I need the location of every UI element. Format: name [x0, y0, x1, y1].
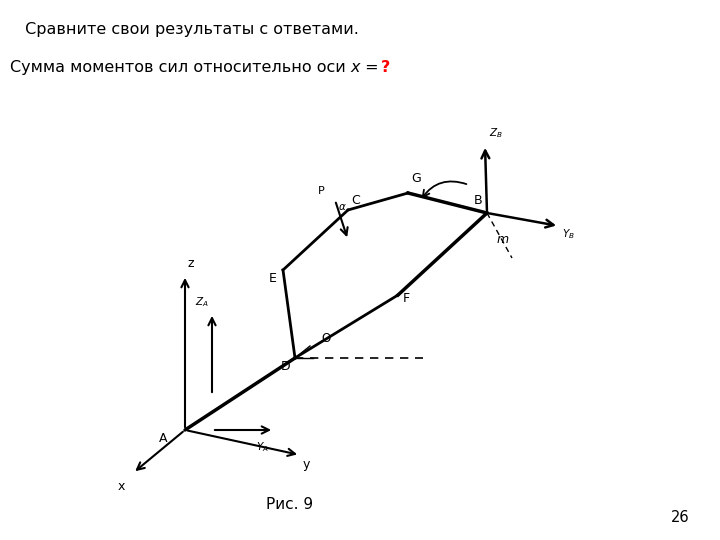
Text: C: C: [351, 194, 360, 207]
Text: $Z_A$: $Z_A$: [195, 295, 209, 309]
Text: x: x: [350, 60, 359, 75]
Text: G: G: [411, 172, 420, 185]
Text: $Y_B$: $Y_B$: [562, 227, 575, 241]
Text: A: A: [158, 432, 167, 445]
Text: ?: ?: [381, 60, 390, 75]
Text: Сумма моментов сил относительно оси: Сумма моментов сил относительно оси: [10, 60, 351, 75]
Text: Рис. 9: Рис. 9: [266, 497, 314, 512]
Text: D: D: [281, 360, 291, 373]
Text: E: E: [269, 272, 277, 285]
Text: x: x: [117, 480, 125, 493]
Text: F: F: [403, 292, 410, 305]
Text: $Y_A$: $Y_A$: [256, 440, 269, 454]
Text: $Z_B$: $Z_B$: [489, 126, 503, 140]
Text: Сравните свои результаты с ответами.: Сравните свои результаты с ответами.: [20, 22, 359, 37]
Text: P: P: [318, 186, 325, 196]
Text: y: y: [303, 458, 310, 471]
Text: $\alpha$: $\alpha$: [338, 202, 347, 212]
Text: O: O: [321, 332, 330, 345]
Text: m: m: [497, 233, 509, 246]
Text: 26: 26: [671, 510, 690, 525]
Text: =: =: [360, 60, 384, 75]
Text: B: B: [473, 194, 482, 207]
Text: z: z: [188, 257, 194, 270]
